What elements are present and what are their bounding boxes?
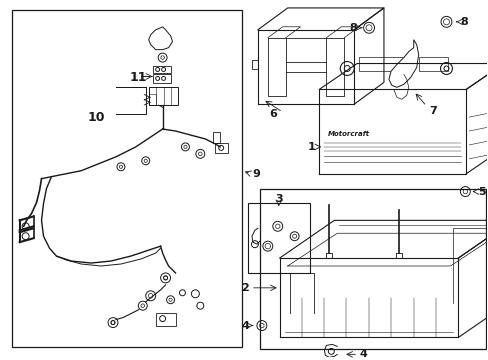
Text: 2: 2 [241, 283, 248, 293]
Bar [215, 143, 228, 153]
Text: 10: 10 [87, 111, 104, 123]
Text: 6: 6 [268, 109, 276, 119]
Text: 4: 4 [241, 320, 248, 330]
Text: 7: 7 [429, 106, 437, 116]
Bar [358, 57, 403, 72]
Text: 8: 8 [459, 17, 467, 27]
Bar [148, 94, 155, 105]
Bar [152, 66, 170, 73]
Text: 11: 11 [130, 71, 147, 84]
Polygon shape [148, 27, 172, 50]
Bar [418, 57, 447, 72]
Bar [12, 10, 242, 347]
Text: 5: 5 [477, 186, 485, 197]
Text: 8: 8 [349, 23, 356, 33]
Text: 1: 1 [307, 142, 315, 152]
Bar [152, 75, 170, 84]
Text: 9: 9 [251, 169, 259, 179]
Polygon shape [388, 40, 418, 87]
Text: 4: 4 [358, 349, 366, 359]
Bar [148, 87, 178, 105]
Bar [259, 189, 485, 349]
Text: Motorcraft: Motorcraft [326, 131, 369, 138]
Bar [155, 312, 175, 325]
Bar [247, 203, 309, 273]
Text: 3: 3 [274, 194, 282, 203]
Bar [213, 132, 220, 143]
